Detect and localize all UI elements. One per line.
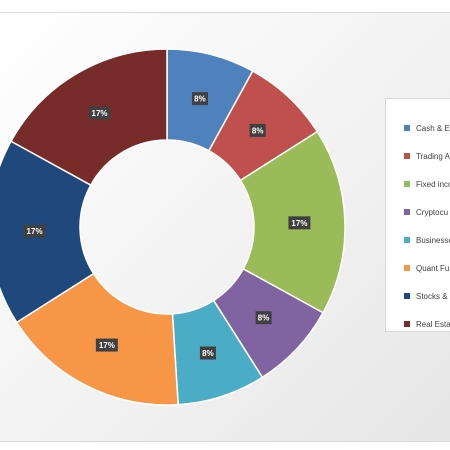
data-label-text: 17%	[92, 109, 108, 118]
legend-label: Cash & Eq	[416, 123, 450, 133]
data-label-box	[288, 216, 311, 230]
legend-item: Real Esta	[386, 310, 450, 338]
legend-label: Businesse	[416, 235, 450, 245]
data-label-2: 8%	[249, 123, 266, 137]
data-label-text: 8%	[194, 95, 206, 104]
data-label-box	[199, 346, 216, 360]
legend-label: Fixed inco	[416, 179, 450, 189]
data-label-text: 17%	[27, 227, 43, 236]
legend-label: Cryptocu	[416, 207, 449, 217]
legend-swatch	[404, 237, 410, 243]
legend: Cash & Eq Trading A Fixed inco Cryptocu Busi…	[385, 98, 450, 332]
data-label-box	[23, 224, 46, 238]
legend-swatch	[404, 209, 410, 215]
data-label-box	[191, 92, 208, 106]
legend-swatch	[404, 293, 410, 299]
data-label-4: 8%	[255, 311, 272, 325]
data-label-text: 8%	[202, 349, 214, 358]
legend-label: Quant Fu	[416, 263, 450, 273]
legend-swatch	[404, 321, 410, 327]
data-label-8: 17%	[88, 106, 111, 120]
data-label-1: 8%	[191, 92, 208, 106]
data-label-text: 17%	[99, 341, 115, 350]
legend-label: Stocks &	[416, 291, 448, 301]
data-label-text: 17%	[291, 219, 307, 228]
legend-item: Businesse	[386, 226, 450, 254]
legend-item: Cryptocu	[386, 198, 450, 226]
data-label-7: 17%	[23, 224, 46, 238]
legend-swatch	[404, 125, 410, 131]
legend-swatch	[404, 153, 410, 159]
legend-item: Quant Fu	[386, 254, 450, 282]
data-label-box	[255, 311, 272, 325]
legend-label: Real Esta	[416, 319, 450, 329]
legend-item: Trading A	[386, 142, 450, 170]
legend-swatch	[404, 181, 410, 187]
legend-item: Stocks &	[386, 282, 450, 310]
legend-item: Fixed inco	[386, 170, 450, 198]
data-label-box	[249, 123, 266, 137]
donut-chart: 8% 8% 17% 8% 8% 17% 17% 17%	[0, 48, 346, 406]
data-label-text: 8%	[252, 126, 264, 135]
chart-area: 8% 8% 17% 8% 8% 17% 17% 17% Cash & Eq Trading A F…	[0, 12, 450, 442]
legend-swatch	[404, 265, 410, 271]
legend-item: Cash & Eq	[386, 114, 450, 142]
data-label-6: 17%	[95, 338, 118, 352]
donut-slice-7	[0, 140, 95, 324]
data-label-box	[95, 338, 118, 352]
data-label-box	[88, 106, 111, 120]
data-label-3: 17%	[288, 216, 311, 230]
data-label-text: 8%	[258, 314, 270, 323]
legend-label: Trading A	[416, 151, 450, 161]
data-label-5: 8%	[199, 346, 216, 360]
